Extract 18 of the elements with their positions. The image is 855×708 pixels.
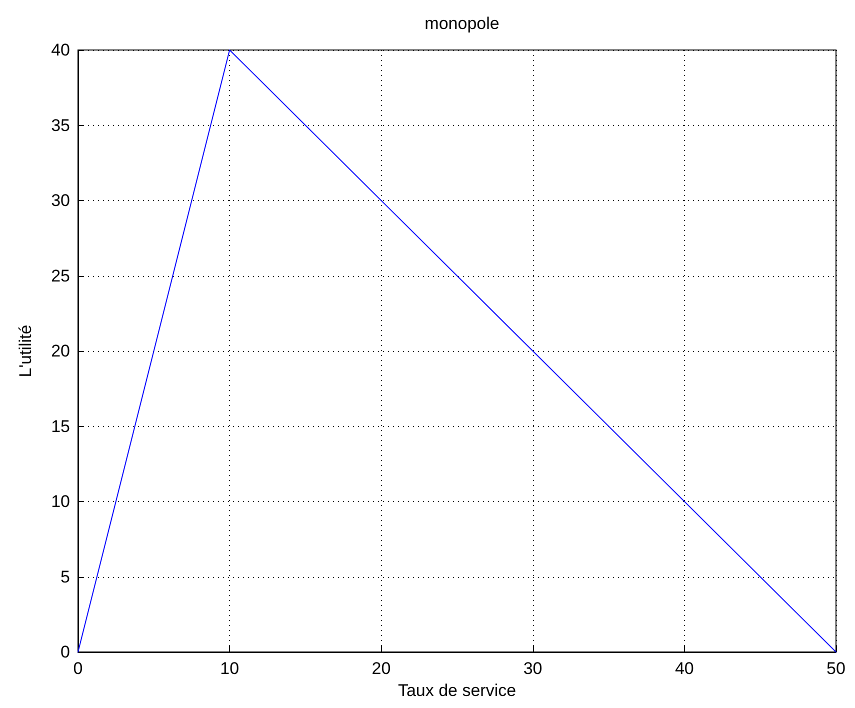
chart-title: monopole — [424, 14, 500, 33]
x-tick-label: 20 — [372, 659, 391, 678]
y-tick-label: 10 — [51, 492, 70, 511]
x-tick-label: 0 — [73, 659, 83, 678]
x-tick-label: 40 — [674, 659, 694, 678]
y-tick-label: 5 — [60, 567, 70, 586]
y-tick-label: 35 — [51, 116, 70, 135]
x-tick-label: 30 — [523, 659, 542, 678]
y-tick-label: 0 — [60, 642, 70, 662]
y-tick-label: 20 — [51, 342, 70, 360]
x-tick-label: 50 — [826, 659, 846, 678]
y-axis-title: L'utilité — [16, 324, 35, 378]
y-tick-label: 25 — [51, 266, 70, 286]
x-tick-label: 10 — [220, 659, 240, 678]
y-tick-label: 40 — [51, 40, 70, 60]
x-axis-title: Taux de service — [398, 680, 516, 700]
y-tick-label: 15 — [51, 416, 70, 436]
y-tick-label: 30 — [51, 191, 70, 210]
